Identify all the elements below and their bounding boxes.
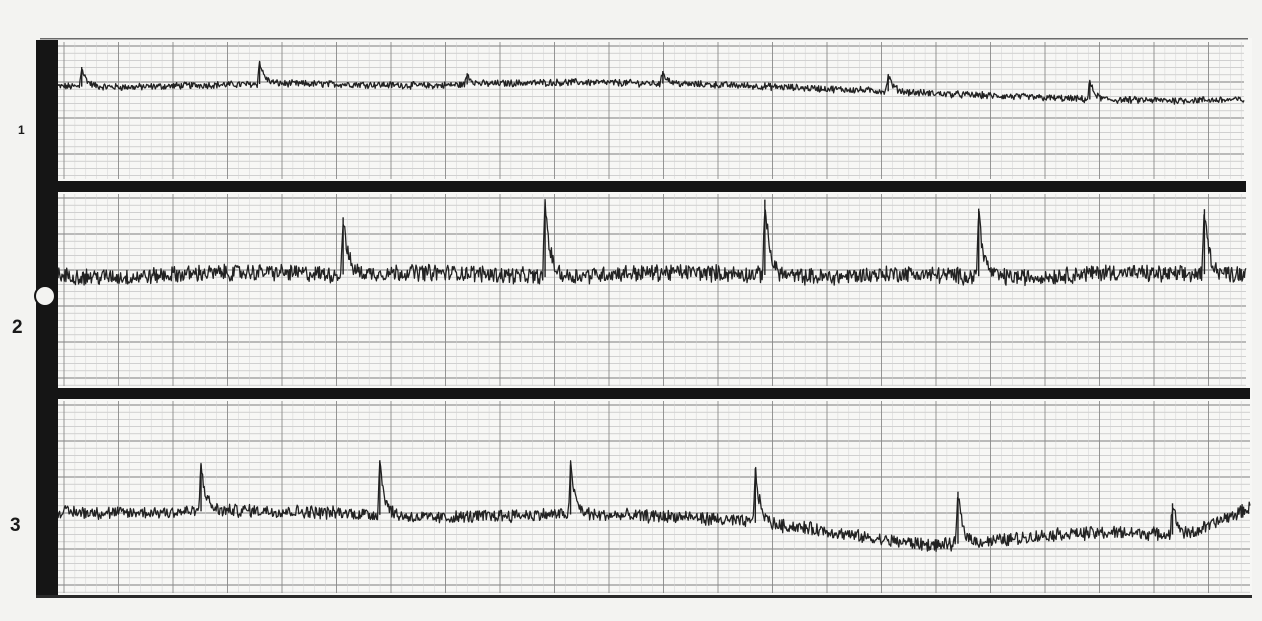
trace-strip-2	[57, 201, 1247, 287]
bottom-border	[36, 595, 1252, 598]
strip-label-2: 2	[12, 317, 23, 338]
top-edge	[40, 38, 1248, 40]
traces	[57, 60, 1251, 553]
left-margin-bar	[36, 40, 58, 598]
trace-strip-3	[57, 460, 1251, 553]
strip-divider-1	[58, 181, 1246, 192]
strip-labels: 1 2 3	[10, 123, 25, 536]
paper-area	[40, 38, 1252, 598]
strip-divider-2	[58, 388, 1250, 399]
strip-label-1: 1	[18, 123, 25, 137]
strip-label-3: 3	[10, 515, 21, 536]
grid-lines	[58, 42, 1250, 593]
sprocket-hole	[34, 285, 56, 307]
trace-strip-1	[57, 60, 1245, 105]
